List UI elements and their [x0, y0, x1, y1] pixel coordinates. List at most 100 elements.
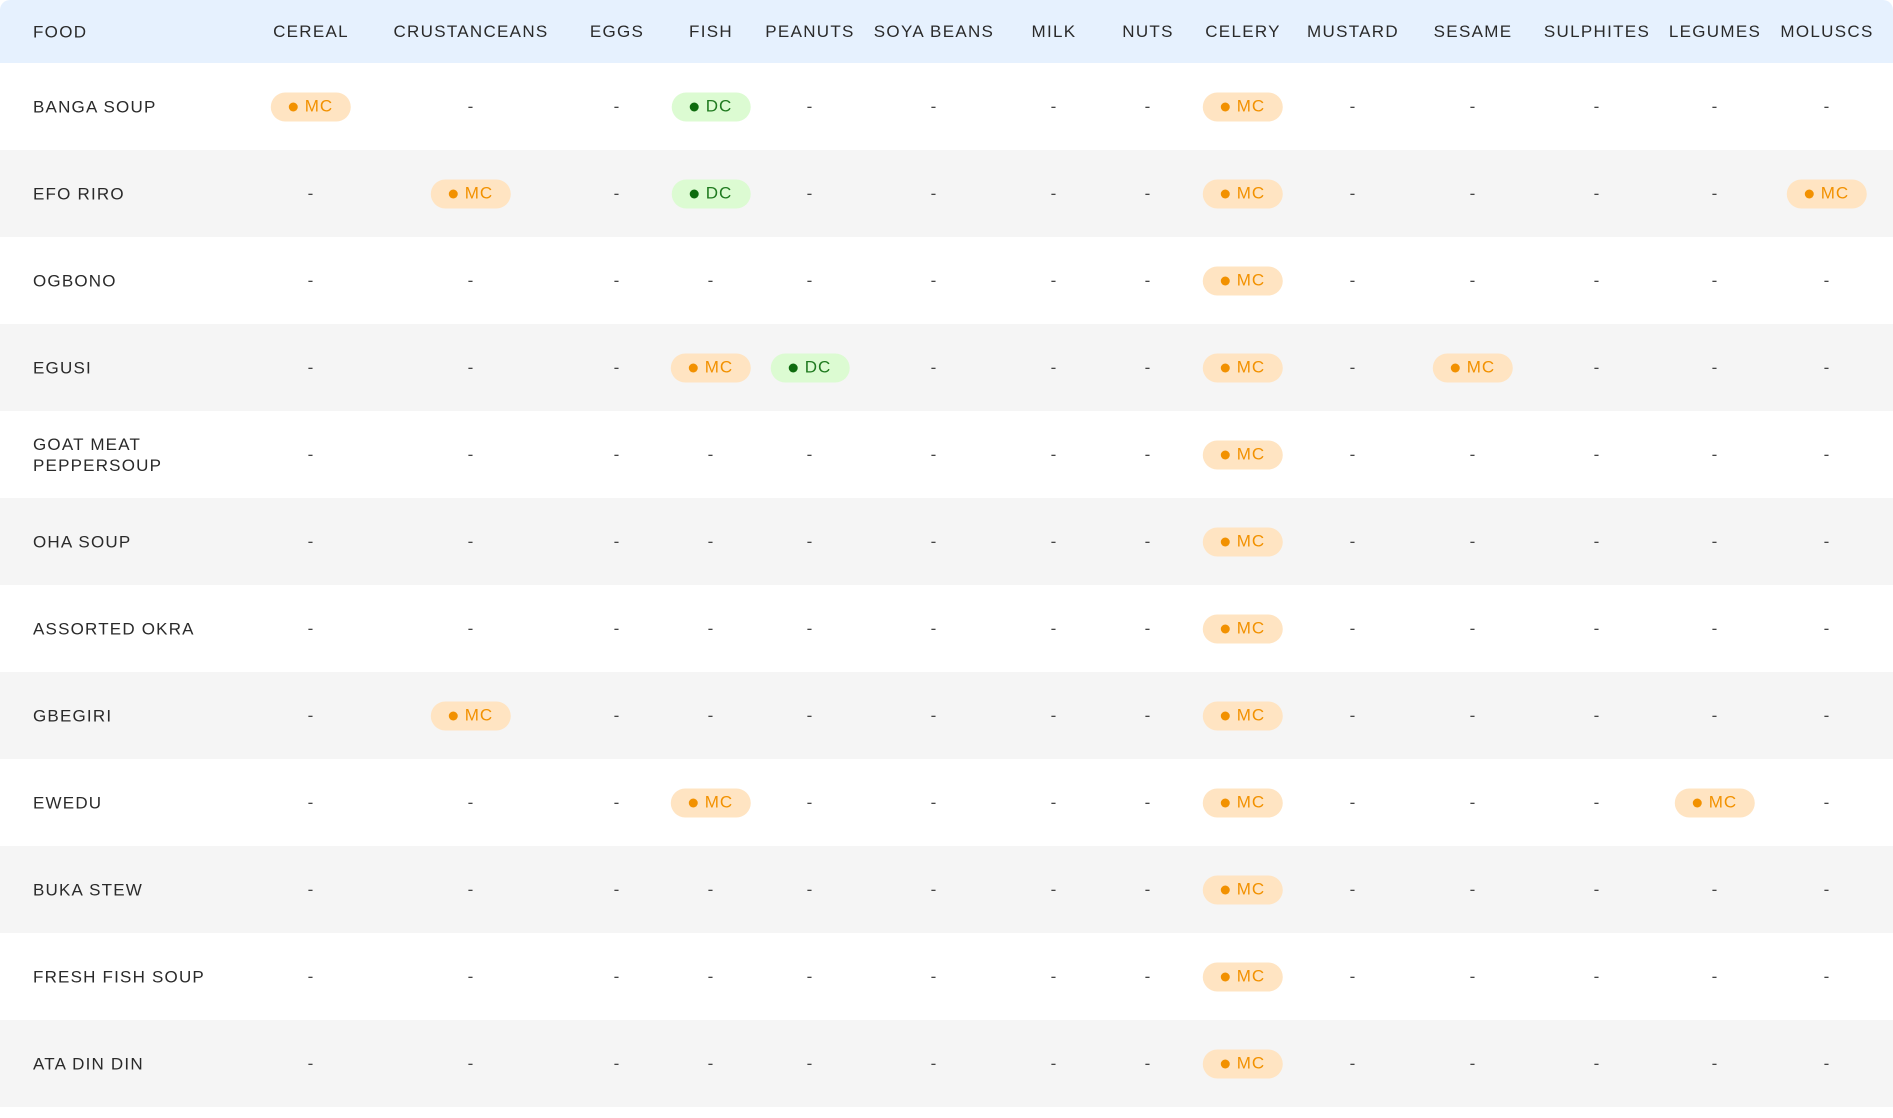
column-header-celery[interactable]: CELERY [1205, 21, 1281, 41]
allergen-cell: - [1144, 96, 1152, 116]
column-header-crustanceans[interactable]: CRUSTANCEANS [393, 21, 549, 41]
column-header-fish[interactable]: FISH [689, 21, 733, 41]
allergen-cell: - [1144, 618, 1152, 638]
allergen-cell: - [1349, 879, 1357, 899]
table-row: ASSORTED OKRA - - - - - - - - MC - - - - - [0, 585, 1893, 672]
allergen-cell: MC [1202, 614, 1284, 643]
allergen-cell: - [1144, 879, 1152, 899]
dc-badge: DC [770, 353, 850, 382]
status-dot-icon [1692, 798, 1702, 807]
food-name: EWEDU [33, 793, 103, 812]
column-header-nuts[interactable]: NUTS [1122, 21, 1174, 41]
allergen-cell: - [707, 618, 715, 638]
allergen-cell: - [1593, 531, 1601, 551]
allergen-cell: - [1593, 357, 1601, 377]
column-header-moluscs[interactable]: MOLUSCS [1780, 21, 1874, 41]
allergen-cell: - [1711, 879, 1719, 899]
mc-badge: MC [1674, 788, 1756, 817]
allergen-cell: - [1823, 96, 1831, 116]
allergen-cell: - [1593, 792, 1601, 812]
status-dot-icon [448, 189, 458, 198]
table-row: OHA SOUP - - - - - - - - MC - - - - - [0, 498, 1893, 585]
status-dot-icon [1450, 363, 1460, 372]
allergen-cell: - [307, 705, 315, 725]
mc-badge: MC [430, 701, 512, 730]
column-header-food[interactable]: FOOD [33, 22, 88, 41]
food-name: ASSORTED OKRA [33, 619, 195, 638]
allergen-cell: - [930, 792, 938, 812]
column-header-sesame[interactable]: SESAME [1433, 21, 1513, 41]
allergen-cell: - [613, 705, 621, 725]
allergen-cell: - [1711, 1053, 1719, 1073]
allergen-cell: MC [1202, 962, 1284, 991]
mc-label: MC [464, 705, 494, 725]
column-header-legumes[interactable]: LEGUMES [1668, 21, 1762, 41]
allergen-cell: - [1469, 966, 1477, 986]
status-dot-icon [1220, 624, 1230, 633]
table-row: ATA DIN DIN - - - - - - - - MC - - - - - [0, 1020, 1893, 1107]
allergen-cell: DC [770, 353, 850, 382]
column-header-sulphites[interactable]: SULPHITES [1543, 21, 1651, 41]
allergen-cell: - [930, 270, 938, 290]
allergen-cell: - [1050, 357, 1058, 377]
allergen-cell: - [1050, 270, 1058, 290]
mc-badge: MC [670, 353, 752, 382]
allergen-cell: - [930, 879, 938, 899]
mc-label: MC [1236, 966, 1266, 986]
allergen-cell: - [1711, 618, 1719, 638]
mc-label: MC [1708, 792, 1738, 812]
status-dot-icon [1220, 450, 1230, 459]
allergen-cell: - [1823, 966, 1831, 986]
mc-label: MC [1236, 1053, 1266, 1073]
status-dot-icon [288, 102, 298, 111]
mc-badge: MC [1202, 788, 1284, 817]
mc-label: MC [704, 792, 734, 812]
allergen-cell: - [1349, 270, 1357, 290]
allergen-cell: - [1593, 879, 1601, 899]
allergen-cell: - [707, 270, 715, 290]
allergen-cell: - [1050, 96, 1058, 116]
allergen-cell: - [1469, 183, 1477, 203]
allergen-cell: - [1593, 618, 1601, 638]
column-header-peanuts[interactable]: PEANUTS [765, 21, 855, 41]
mc-label: MC [1236, 270, 1266, 290]
allergen-cell: - [930, 357, 938, 377]
status-dot-icon [688, 363, 698, 372]
allergen-cell: - [930, 183, 938, 203]
allergen-cell: - [467, 879, 475, 899]
allergen-cell: - [613, 357, 621, 377]
allergen-cell: - [930, 618, 938, 638]
column-header-mustard[interactable]: MUSTARD [1307, 21, 1399, 41]
mc-label: MC [1236, 531, 1266, 551]
mc-badge: MC [1202, 440, 1284, 469]
allergen-cell: - [707, 966, 715, 986]
allergen-cell: - [1050, 705, 1058, 725]
food-name: OGBONO [33, 271, 117, 290]
allergen-cell: - [1711, 96, 1719, 116]
allergen-cell: - [1349, 618, 1357, 638]
allergen-cell: - [806, 792, 814, 812]
mc-label: MC [304, 96, 334, 116]
mc-label: MC [1236, 444, 1266, 464]
allergen-cell: - [467, 966, 475, 986]
column-header-soya-beans[interactable]: SOYA BEANS [873, 21, 995, 41]
allergen-cell: - [1144, 531, 1152, 551]
column-header-eggs[interactable]: EGGS [589, 21, 645, 41]
column-header-milk[interactable]: MILK [1031, 21, 1077, 41]
allergen-cell: - [1349, 1053, 1357, 1073]
allergen-cell: - [467, 1053, 475, 1073]
allergen-cell: - [613, 879, 621, 899]
allergen-cell: - [1823, 879, 1831, 899]
allergen-cell: - [1144, 966, 1152, 986]
allergen-cell: MC [1202, 179, 1284, 208]
allergen-cell: MC [1202, 92, 1284, 121]
status-dot-icon [1220, 537, 1230, 546]
table-row: EWEDU - - - MC - - - - MC - - - MC - [0, 759, 1893, 846]
allergen-cell: MC [1674, 788, 1756, 817]
allergen-cell: - [1823, 531, 1831, 551]
mc-label: MC [1820, 183, 1850, 203]
allergen-cell: - [707, 531, 715, 551]
column-header-cereal[interactable]: CEREAL [273, 21, 349, 41]
allergen-cell: - [806, 96, 814, 116]
allergen-cell: - [1349, 183, 1357, 203]
